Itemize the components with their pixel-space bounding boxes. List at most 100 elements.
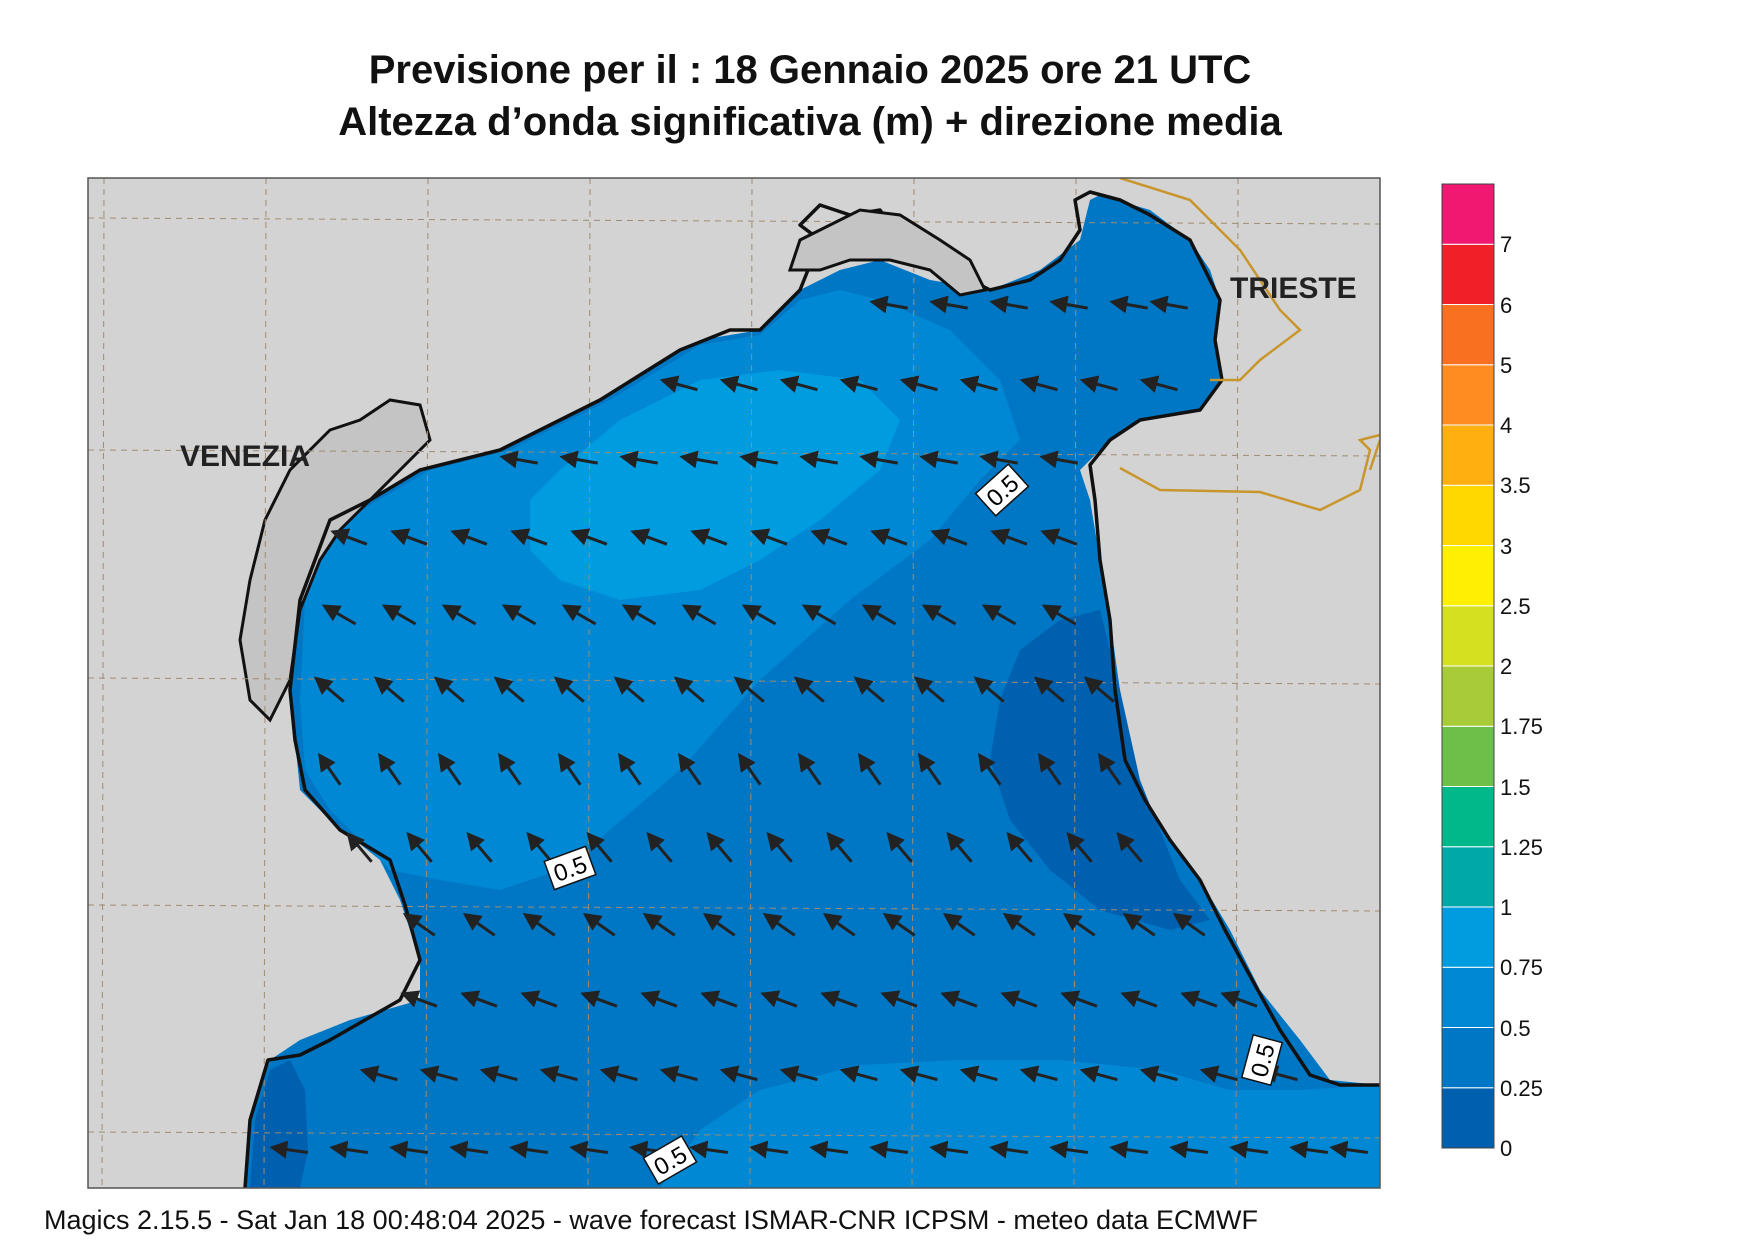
city-label-trieste: TRIESTE	[1230, 272, 1357, 305]
direction-arrow	[677, 752, 702, 786]
direction-arrow	[329, 1140, 369, 1159]
direction-arrow	[899, 375, 938, 393]
direction-arrow	[526, 831, 553, 863]
direction-arrow	[700, 990, 738, 1008]
direction-arrow	[1033, 676, 1065, 703]
direction-arrow	[946, 831, 973, 863]
direction-arrow	[1083, 676, 1115, 703]
direction-arrow	[719, 1065, 758, 1083]
direction-arrow	[853, 676, 885, 703]
direction-arrow	[617, 752, 642, 786]
direction-arrow	[737, 752, 762, 786]
direction-arrow	[510, 528, 548, 546]
colorbar-tick-label: 1.75	[1500, 714, 1543, 740]
colorbar-tick-label: 1.25	[1500, 834, 1543, 860]
direction-arrow	[400, 990, 438, 1008]
direction-arrow	[1066, 831, 1093, 863]
colorbar-swatch	[1441, 665, 1495, 727]
direction-arrow	[839, 375, 878, 393]
direction-arrow	[389, 1140, 429, 1159]
direction-arrow	[690, 528, 728, 546]
direction-arrow	[462, 912, 496, 937]
direction-arrow	[419, 1065, 458, 1083]
direction-arrow	[886, 831, 913, 863]
direction-arrow	[1149, 295, 1188, 314]
direction-arrow	[1041, 604, 1077, 626]
direction-arrow	[822, 912, 856, 937]
direction-arrow	[1019, 1065, 1058, 1083]
direction-arrow	[377, 752, 402, 786]
direction-arrow	[640, 990, 678, 1008]
venice-lagoon	[238, 398, 432, 723]
direction-arrow	[559, 450, 598, 469]
direction-arrow	[930, 528, 968, 546]
colorbar-swatch	[1441, 1087, 1495, 1149]
direction-arrow	[561, 604, 597, 626]
direction-arrow	[1180, 990, 1218, 1008]
direction-arrow	[570, 528, 608, 546]
direction-arrow	[1049, 1140, 1089, 1159]
colorbar-swatch	[1441, 304, 1495, 366]
colorbar-swatch	[1441, 846, 1495, 908]
direction-arrow	[269, 1140, 309, 1159]
city-label-venezia: VENEZIA	[180, 440, 311, 473]
direction-arrow	[501, 604, 537, 626]
colorbar-tick-label: 7	[1500, 232, 1513, 258]
direction-arrow	[779, 375, 818, 393]
direction-arrow	[681, 604, 717, 626]
colorbar-swatch	[1441, 364, 1495, 426]
direction-arrow	[801, 604, 837, 626]
direction-arrow	[977, 752, 1002, 786]
direction-arrow	[1139, 375, 1178, 393]
direction-arrow	[749, 1140, 789, 1159]
direction-arrow	[1039, 450, 1078, 469]
direction-arrow	[1120, 990, 1158, 1008]
direction-arrow	[861, 604, 897, 626]
colorbar-swatch	[1441, 725, 1495, 787]
direction-arrow	[869, 1140, 909, 1159]
colorbar-swatch	[1441, 605, 1495, 667]
colorbar-swatch	[1441, 484, 1495, 546]
direction-arrow	[557, 752, 582, 786]
sea-band-bottom	[660, 1060, 1380, 1188]
direction-arrow	[402, 912, 436, 937]
colorbar-swatch	[1441, 424, 1495, 486]
direction-arrow	[630, 528, 668, 546]
direction-arrow	[313, 676, 345, 703]
direction-arrow	[553, 676, 585, 703]
direction-arrow	[799, 450, 838, 469]
direction-arrow	[1040, 528, 1078, 546]
direction-arrow	[981, 604, 1017, 626]
direction-arrow	[870, 528, 908, 546]
colorbar-tick-label: 4	[1500, 413, 1513, 438]
direction-arrow	[580, 990, 618, 1008]
colorbar-tick-label: 1.5	[1500, 774, 1531, 800]
direction-arrow	[619, 450, 658, 469]
direction-arrow	[1062, 912, 1096, 937]
direction-arrow	[679, 450, 718, 469]
colorbar-swatch	[1441, 183, 1495, 245]
title-line-1: Previsione per il : 18 Gennaio 2025 ore …	[368, 48, 1252, 92]
direction-arrow	[479, 1065, 518, 1083]
direction-arrow	[1329, 1140, 1369, 1159]
colorbar-swatch	[1441, 906, 1495, 968]
colorbar-tick-label: 6	[1500, 292, 1513, 318]
direction-arrow	[973, 676, 1005, 703]
direction-arrow	[1109, 1140, 1149, 1159]
colorbar-tick-label: 3	[1500, 533, 1513, 559]
direction-arrow	[346, 831, 373, 863]
direction-arrow	[820, 990, 858, 1008]
colorbar-swatch	[1441, 786, 1495, 848]
direction-arrow	[381, 604, 417, 626]
direction-arrow	[869, 295, 908, 314]
title-line-2: Altezza d’onda significativa (m) + direz…	[338, 100, 1282, 144]
colorbar-tick-label: 3.5	[1500, 473, 1531, 499]
direction-arrow	[509, 1140, 549, 1159]
direction-arrow	[1139, 1065, 1178, 1083]
sea-band-0.75	[530, 370, 900, 600]
direction-arrow	[719, 375, 758, 393]
colorbar-swatch	[1441, 545, 1495, 607]
colorbar-tick-label: 0.25	[1500, 1075, 1543, 1101]
direction-arrow	[979, 450, 1018, 469]
